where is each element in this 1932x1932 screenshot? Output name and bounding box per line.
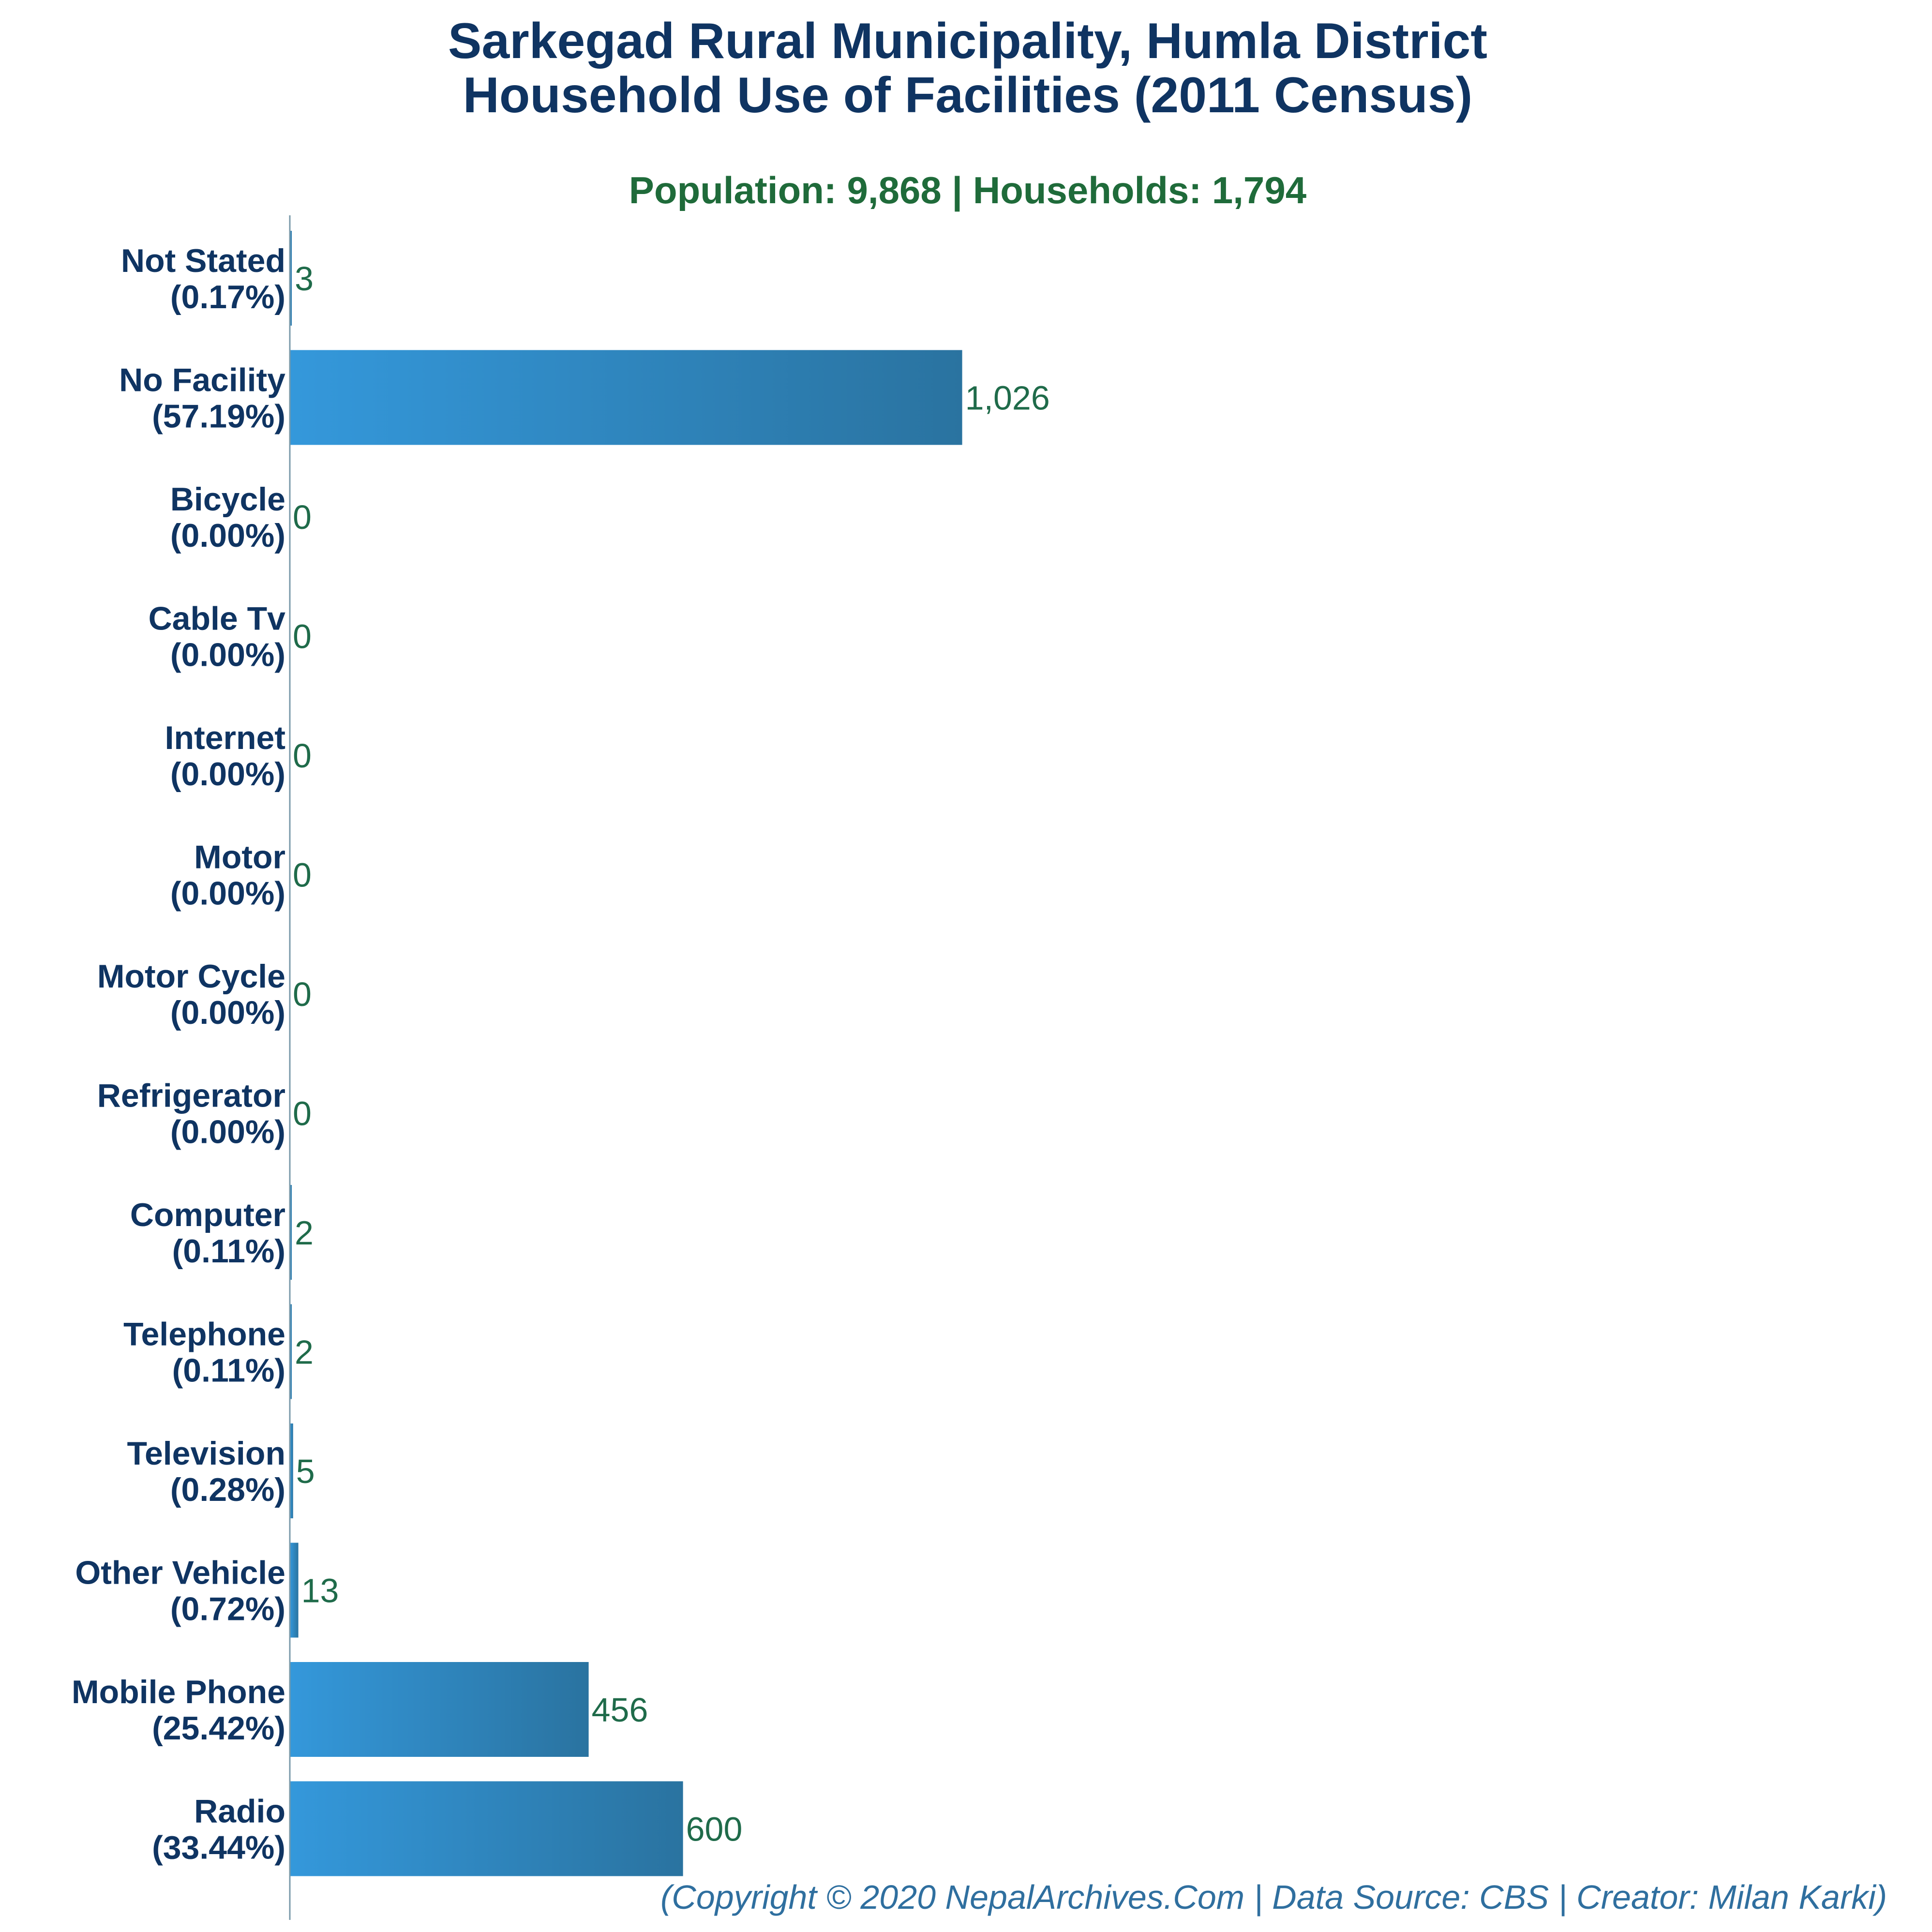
value-label-computer: 2 bbox=[295, 1214, 314, 1252]
category-percent-television: (0.28%) bbox=[170, 1471, 285, 1508]
category-label-not-stated: Not Stated bbox=[121, 242, 285, 279]
category-label-mobile-phone: Mobile Phone bbox=[72, 1674, 285, 1710]
category-label-bicycle: Bicycle bbox=[170, 481, 285, 518]
category-label-refrigerator: Refrigerator bbox=[97, 1078, 285, 1114]
category-percent-no-facility: (57.19%) bbox=[152, 398, 285, 435]
bars-layer bbox=[290, 231, 962, 1876]
category-percent-internet: (0.00%) bbox=[170, 756, 285, 793]
category-percent-motor: (0.00%) bbox=[170, 875, 285, 912]
value-label-television: 5 bbox=[296, 1453, 315, 1490]
category-percent-radio: (33.44%) bbox=[152, 1829, 285, 1866]
category-label-motor: Motor bbox=[194, 839, 285, 876]
value-label-motor-cycle: 0 bbox=[293, 975, 312, 1013]
category-percent-motor-cycle: (0.00%) bbox=[170, 994, 285, 1031]
category-percent-computer: (0.11%) bbox=[172, 1233, 285, 1270]
category-percent-cable-tv: (0.00%) bbox=[170, 637, 285, 674]
category-percent-other-vehicle: (0.72%) bbox=[170, 1591, 285, 1628]
category-label-other-vehicle: Other Vehicle bbox=[75, 1555, 285, 1591]
category-label-telephone: Telephone bbox=[123, 1316, 285, 1353]
value-label-internet: 0 bbox=[293, 737, 312, 775]
value-label-bicycle: 0 bbox=[293, 498, 312, 536]
category-percent-telephone: (0.11%) bbox=[172, 1352, 285, 1389]
chart-footer: (Copyright © 2020 NepalArchives.Com | Da… bbox=[660, 1878, 1887, 1917]
category-percent-refrigerator: (0.00%) bbox=[170, 1114, 285, 1151]
value-label-motor: 0 bbox=[293, 856, 312, 894]
category-percent-not-stated: (0.17%) bbox=[170, 279, 285, 315]
value-labels-layer: 3 1,026 0 0 0 0 0 0 2 2 5 13 456 600 bbox=[293, 260, 1050, 1848]
category-label-motor-cycle: Motor Cycle bbox=[97, 958, 285, 995]
bar-telephone bbox=[290, 1304, 292, 1399]
category-label-cable-tv: Cable Tv bbox=[149, 600, 286, 637]
value-label-mobile-phone: 456 bbox=[592, 1691, 648, 1729]
category-labels-layer: Not Stated(0.17%) No Facility(57.19%) Bicy… bbox=[72, 242, 285, 1866]
bar-radio bbox=[290, 1781, 683, 1876]
category-percent-bicycle: (0.00%) bbox=[170, 517, 285, 554]
bar-television bbox=[290, 1423, 293, 1518]
category-percent-mobile-phone: (25.42%) bbox=[152, 1710, 285, 1747]
bar-computer bbox=[290, 1185, 292, 1280]
value-label-cable-tv: 0 bbox=[293, 618, 312, 656]
category-label-radio: Radio bbox=[194, 1793, 285, 1830]
category-label-no-facility: No Facility bbox=[119, 362, 285, 399]
category-label-internet: Internet bbox=[165, 719, 285, 756]
bar-no-facility bbox=[290, 350, 962, 445]
value-label-no-facility: 1,026 bbox=[965, 379, 1050, 417]
category-label-computer: Computer bbox=[130, 1197, 285, 1233]
value-label-telephone: 2 bbox=[295, 1333, 314, 1371]
chart-subtitle: Population: 9,868 | Households: 1,794 bbox=[629, 169, 1306, 211]
value-label-other-vehicle: 13 bbox=[301, 1572, 339, 1610]
chart-title-line1: Sarkegad Rural Municipality, Humla Distr… bbox=[448, 13, 1487, 69]
chart-title-line2: Household Use of Facilities (2011 Census… bbox=[463, 67, 1472, 123]
bar-not-stated bbox=[290, 231, 292, 326]
value-label-refrigerator: 0 bbox=[293, 1095, 312, 1133]
value-label-radio: 600 bbox=[686, 1811, 743, 1848]
category-label-television: Television bbox=[127, 1435, 285, 1472]
value-label-not-stated: 3 bbox=[295, 260, 314, 298]
bar-mobile-phone bbox=[290, 1662, 589, 1757]
bar-other-vehicle bbox=[290, 1543, 299, 1638]
